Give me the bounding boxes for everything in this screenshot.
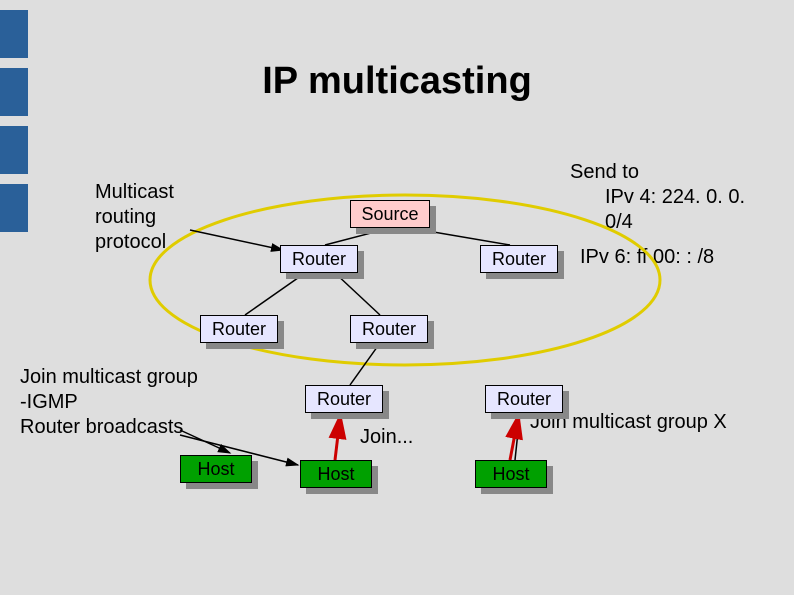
edge: [335, 273, 380, 315]
node-label: Host: [492, 464, 529, 484]
sidebar-block: [0, 10, 28, 58]
edge: [515, 413, 520, 460]
sidebar-block: [0, 184, 28, 232]
node-label: Source: [361, 204, 418, 224]
edge: [335, 413, 340, 460]
label-join: Join...: [360, 425, 413, 450]
diagram: Multicast routing protocol Send to IPv 4…: [40, 150, 770, 570]
source-node: Source: [350, 200, 430, 228]
arrow-mrp: [190, 230, 283, 250]
router-node: Router: [485, 385, 563, 413]
node-label: Router: [497, 389, 551, 409]
arrow-join-left: [335, 418, 340, 460]
node-label: Host: [197, 459, 234, 479]
router-node: Router: [200, 315, 278, 343]
edge: [245, 273, 305, 315]
node-label: Router: [292, 249, 346, 269]
label-ipv6: IPv 6: ff 00: : /8: [580, 245, 714, 270]
node-label: Host: [317, 464, 354, 484]
node-label: Router: [362, 319, 416, 339]
edge: [350, 343, 380, 385]
node-label: Router: [212, 319, 266, 339]
host-node: Host: [300, 460, 372, 488]
arrow-join-right: [510, 418, 518, 460]
slide: IP multicasting Multicast routing protoc…: [0, 0, 794, 595]
page-title: IP multicasting: [0, 60, 794, 103]
node-label: Router: [492, 249, 546, 269]
router-node: Router: [305, 385, 383, 413]
label-send-to: Send to: [570, 160, 639, 185]
router-node: Router: [280, 245, 358, 273]
node-label: Router: [317, 389, 371, 409]
router-node: Router: [480, 245, 558, 273]
host-node: Host: [475, 460, 547, 488]
router-node: Router: [350, 315, 428, 343]
label-multicast-routing-protocol: Multicast routing protocol: [95, 180, 174, 255]
label-ipv4: IPv 4: 224. 0. 0. 0/4: [605, 185, 770, 235]
host-node: Host: [180, 455, 252, 483]
sidebar-block: [0, 126, 28, 174]
label-join-group-left: Join multicast group -IGMP Router broadc…: [20, 365, 198, 440]
